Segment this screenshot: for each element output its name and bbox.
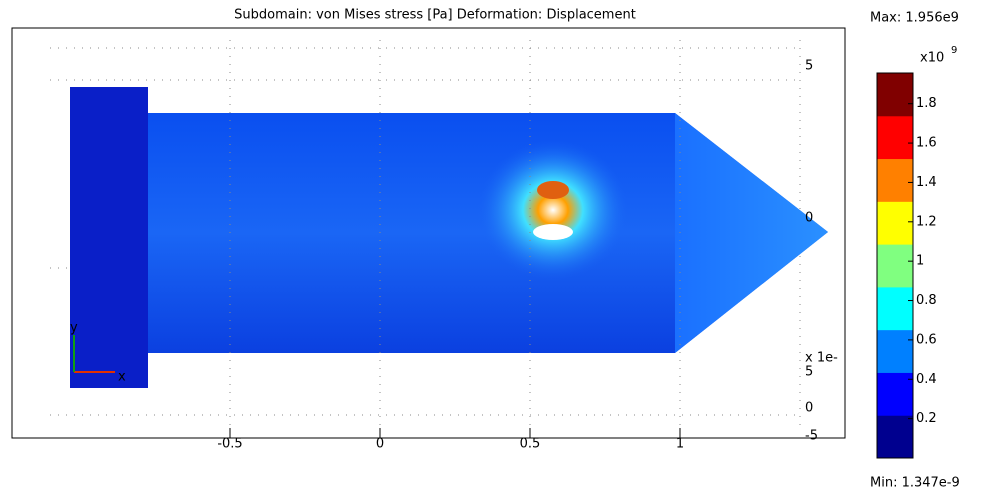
colorbar-tick-label: 1.8	[916, 96, 937, 111]
x-tick-label: -0.5	[217, 437, 242, 452]
x-tick-label: 0	[376, 437, 384, 452]
colorbar-band	[877, 372, 913, 416]
chart-title: Subdomain: von Mises stress [Pa] Deforma…	[234, 8, 636, 23]
triad-label: y	[70, 321, 78, 336]
side-axis-label: 0	[805, 211, 813, 226]
beam-tip	[675, 113, 828, 353]
side-axis-label: 5	[805, 365, 813, 380]
max-label: Max: 1.956e9	[870, 11, 959, 26]
x-tick-label: 1	[676, 437, 684, 452]
colorbar-frame	[876, 72, 914, 459]
colorbar-band	[877, 244, 913, 288]
colorbar-band	[877, 286, 913, 331]
side-axis-label: -5	[805, 429, 818, 444]
hole-top	[537, 181, 569, 199]
colorbar-tick-label: 0.6	[916, 332, 937, 347]
colorbar-multiplier: x10	[920, 51, 944, 66]
hole	[533, 224, 573, 240]
colorbar-tick-label: 0.8	[916, 293, 937, 308]
colorbar-band	[877, 329, 913, 373]
colorbar-tick-label: 1.6	[916, 136, 937, 151]
grid	[50, 40, 801, 430]
colorbar-tick-label: 1.4	[916, 175, 937, 190]
colorbar-tick-label: 0.2	[916, 411, 937, 426]
colorbar-band	[877, 158, 913, 202]
x-tick-label: 0.5	[520, 437, 541, 452]
colorbar-band	[877, 415, 913, 459]
colorbar-exponent: 9	[951, 45, 957, 56]
colorbar-tick-label: 1.2	[916, 214, 937, 229]
side-axis-label: 5	[805, 59, 813, 74]
colorbar-band	[877, 73, 913, 117]
min-label: Min: 1.347e-9	[870, 476, 960, 491]
colorbar-tick-label: 1	[916, 254, 924, 269]
side-axis-label: 0	[805, 401, 813, 416]
colorbar-band	[877, 115, 913, 160]
colorbar-tick-label: 0.4	[916, 372, 937, 387]
colorbar-band	[877, 201, 913, 245]
stress-concentration	[478, 140, 628, 280]
support-block	[70, 87, 148, 388]
triad-label: x	[118, 370, 126, 385]
side-axis-label: x 1e-	[805, 351, 838, 366]
